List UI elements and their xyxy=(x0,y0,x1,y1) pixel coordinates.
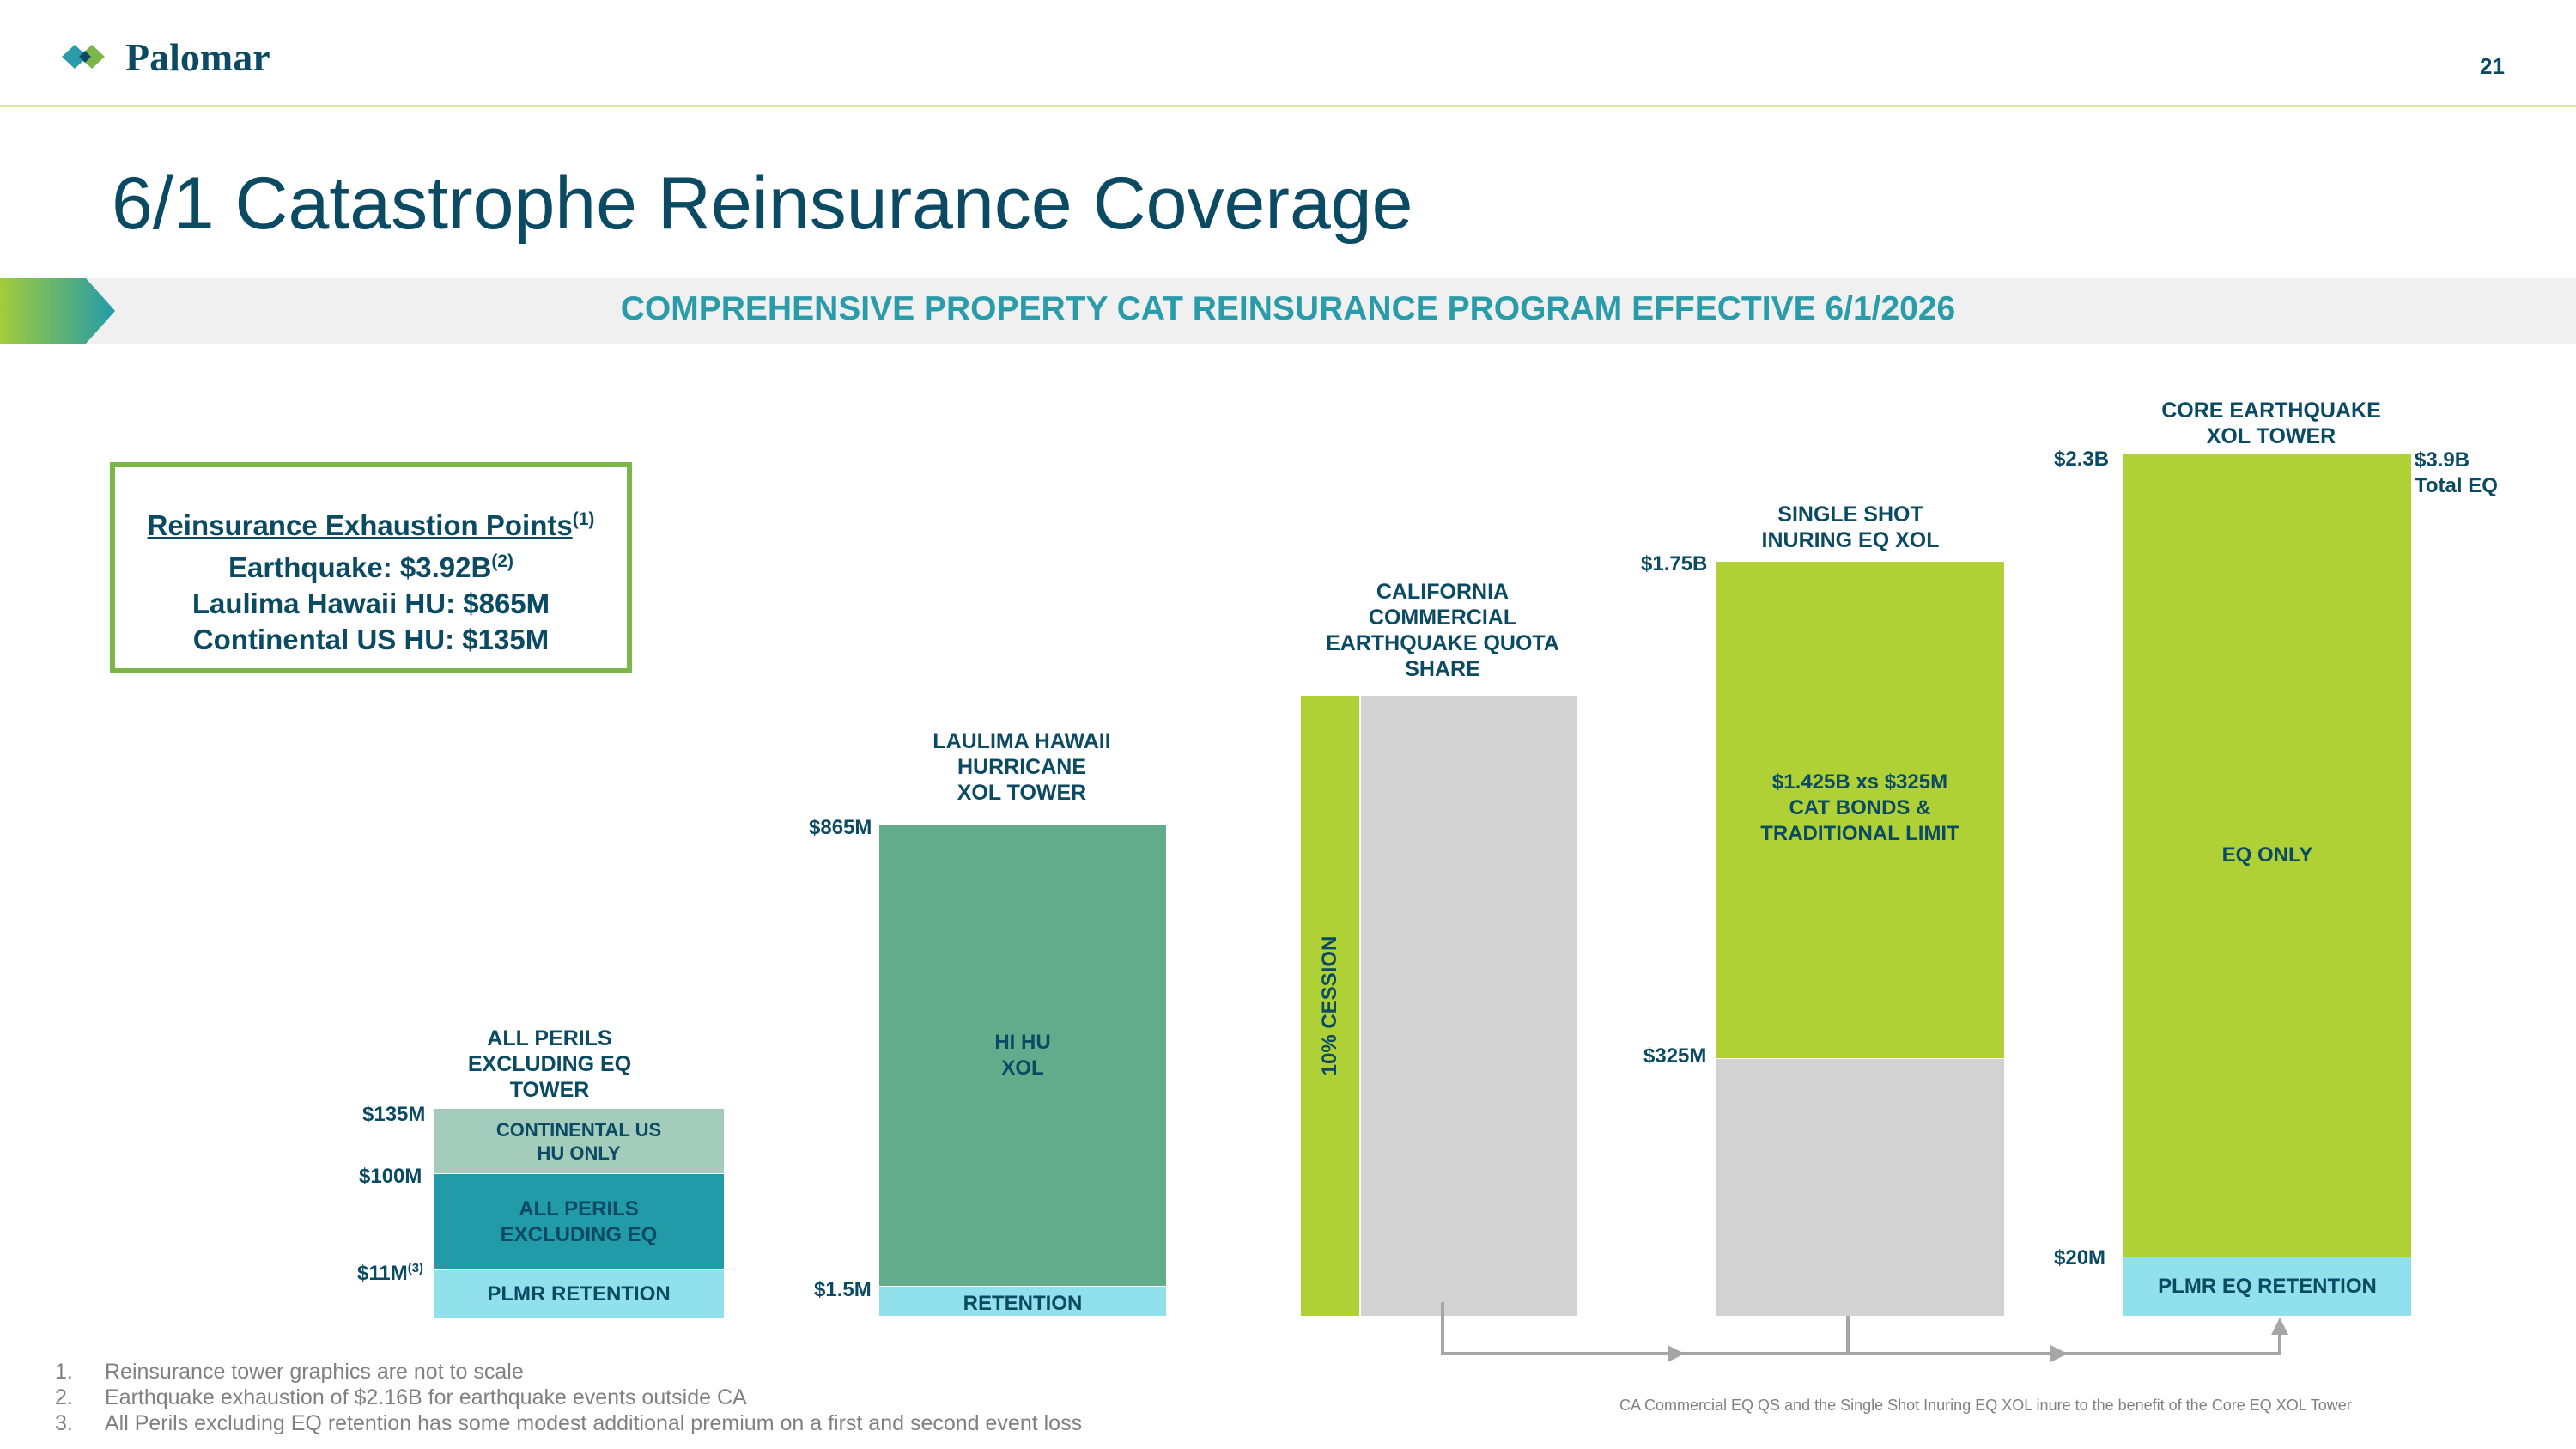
footnote-3: 3. All Perils excluding EQ retention has … xyxy=(55,1411,1083,1435)
banner-arrow-icon xyxy=(0,278,115,344)
continental-us-hu-segment: CONTINENTAL US HU ONLY xyxy=(434,1109,724,1173)
exhaustion-heading: Reinsurance Exhaustion Points(1) xyxy=(147,509,595,541)
label-11m: $11M(3) xyxy=(357,1261,424,1285)
logo-text: Palomar xyxy=(125,34,270,79)
label-20m: $20M xyxy=(2054,1246,2106,1269)
footnote-1: 1. Reinsurance tower graphics are not to … xyxy=(55,1360,524,1384)
page-number: 21 xyxy=(2480,53,2505,79)
exhaustion-continental: Continental US HU: $135M xyxy=(192,624,550,655)
flow-note: CA Commercial EQ QS and the Single Shot … xyxy=(1619,1397,2352,1414)
label-1-75b: $1.75B xyxy=(1641,552,1708,575)
plmr-eq-retention-segment: PLMR EQ RETENTION xyxy=(2123,1257,2411,1316)
single-shot-title: SINGLE SHOT INURING EQ XOL xyxy=(1761,502,1940,552)
footnote-2: 2. Earthquake exhaustion of $2.16B for ea… xyxy=(55,1385,747,1409)
label-1-5m: $1.5M xyxy=(814,1278,872,1301)
banner-bar xyxy=(0,278,2576,344)
all-perils-excluding-eq-segment: ALL PERILS EXCLUDING EQ xyxy=(434,1174,724,1269)
logo: Palomar xyxy=(62,33,270,81)
exhaustion-points-box: Reinsurance Exhaustion Points(1) Earthqu… xyxy=(110,462,632,673)
california-qs-bar xyxy=(1361,696,1577,1316)
single-shot-retention-segment xyxy=(1716,1059,2004,1316)
plmr-retention-segment: PLMR RETENTION xyxy=(434,1270,724,1318)
label-865m: $865M xyxy=(809,816,872,839)
palomar-logo-icon xyxy=(62,45,105,69)
total-eq-label: $3.9B Total EQ xyxy=(2415,448,2498,497)
footnotes: 1. Reinsurance tower graphics are not to … xyxy=(55,1359,1082,1436)
page-title: 6/1 Catastrophe Reinsurance Coverage xyxy=(112,162,1413,245)
eq-only-segment: EQ ONLY xyxy=(2123,454,2411,1257)
exhaustion-hawaii: Laulima Hawaii HU: $865M xyxy=(191,588,550,619)
hawaii-retention-segment: RETENTION xyxy=(879,1287,1166,1316)
hi-hu-xol-segment: HI HU XOL xyxy=(879,825,1166,1286)
california-qs-title: CALIFORNIA COMMERCIAL EARTHQUAKE QUOTA S… xyxy=(1326,580,1559,681)
hawaii-tower-title: LAULIMA HAWAII HURRICANE XOL TOWER xyxy=(933,729,1111,805)
cession-bar xyxy=(1301,696,1359,1316)
banner-title: COMPREHENSIVE PROPERTY CAT REINSURANCE P… xyxy=(620,290,1956,327)
label-2-3b: $2.3B xyxy=(2054,447,2110,471)
header-divider xyxy=(0,105,2576,107)
label-100m: $100M xyxy=(359,1165,422,1188)
label-325m: $325M xyxy=(1643,1044,1707,1068)
single-shot-cat-bonds-segment: $1.425B xs $325M CAT BONDS & TRADITIONAL L… xyxy=(1716,562,2004,1058)
all-perils-tower-title: ALL PERILS EXCLUDING EQ TOWER xyxy=(467,1026,632,1102)
exhaustion-earthquake: Earthquake: $3.92B(2) xyxy=(228,551,513,583)
label-135m: $135M xyxy=(362,1103,426,1126)
core-eq-tower-title: CORE EARTHQUAKE XOL TOWER xyxy=(2161,399,2381,448)
